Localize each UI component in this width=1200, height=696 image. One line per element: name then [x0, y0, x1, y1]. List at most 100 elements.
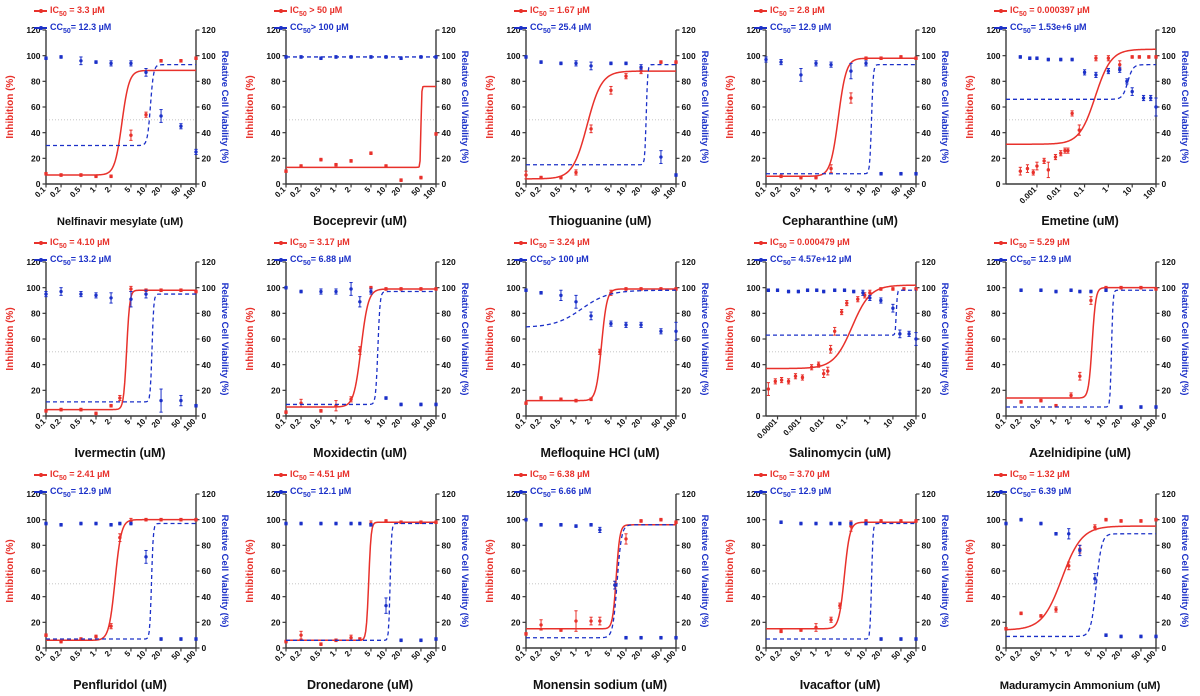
viability-data-point [144, 70, 148, 75]
y-tick-label-left: 0 [756, 179, 761, 189]
inhibition-data-point [384, 164, 388, 168]
y-tick-label-right: 120 [682, 489, 696, 499]
y-tick-label-left: 100 [746, 51, 760, 61]
viability-data-point [1035, 56, 1039, 60]
y-axis-title-left: Inhibition (%) [485, 539, 496, 602]
y-tick-label-left: 120 [986, 489, 1000, 499]
y-tick-label-right: 120 [442, 257, 456, 267]
y-tick-label-left: 80 [271, 541, 281, 551]
viability-data-point [399, 56, 403, 60]
viability-fit-curve [46, 64, 196, 147]
y-tick-label-left: 120 [746, 25, 760, 35]
inhibition-data-point [1139, 285, 1143, 290]
inhibition-data-point [539, 396, 543, 400]
y-tick-label-right: 40 [682, 360, 692, 370]
viability-fit-curve [525, 289, 676, 328]
inhibition-data-point [1042, 159, 1046, 163]
y-tick-label-left: 0 [36, 411, 41, 421]
y-tick-label-right: 120 [682, 25, 696, 35]
y-tick-label-right: 80 [1162, 541, 1172, 551]
y-tick-label-left: 120 [986, 25, 1000, 35]
inhibition-data-point [1070, 111, 1074, 116]
inhibition-data-point [799, 628, 803, 632]
y-tick-label-left: 20 [31, 386, 41, 396]
viability-data-point [1139, 405, 1143, 409]
y-axis-title-right: Relative Cell Viability (%) [219, 515, 230, 628]
inhibition-data-point [44, 172, 48, 176]
inhibition-data-point [1059, 151, 1063, 155]
x-axis-title: Dronedarone (uM) [306, 678, 414, 692]
viability-data-point [129, 61, 133, 66]
y-tick-label-left: 40 [511, 360, 521, 370]
inhibition-data-point [179, 59, 183, 63]
y-tick-label-left: 120 [26, 489, 40, 499]
x-tick-label: 100 [662, 649, 678, 665]
viability-data-point [59, 55, 63, 59]
y-tick-label-left: 120 [266, 25, 280, 35]
x-tick-label: 1 [568, 649, 578, 659]
dose-response-panel: 0 0 20 20 40 40 60 60 80 80 100 100 120 120 0.1 0.2 0.5 1… [240, 232, 480, 464]
inhibition-data-point [144, 517, 148, 522]
inhibition-data-point [94, 174, 98, 178]
y-tick-label-right: 60 [682, 334, 692, 344]
viability-data-point [1119, 405, 1123, 409]
y-tick-label-right: 80 [1162, 309, 1172, 319]
inhibition-data-point [574, 170, 578, 175]
y-tick-label-right: 80 [922, 77, 932, 87]
viability-data-point [1019, 517, 1023, 522]
y-axis-title-right: Relative Cell Viability (%) [1179, 51, 1190, 164]
inhibition-fit-curve [286, 521, 436, 642]
y-tick-label-right: 120 [1162, 257, 1176, 267]
dose-response-panel: 0 0 20 20 40 40 60 60 80 80 100 100 120 120 0.1 0.2 0.5 1… [0, 464, 240, 696]
inhibition-data-point [1035, 164, 1039, 168]
inhibition-data-point [598, 350, 602, 354]
y-tick-label-right: 60 [922, 334, 932, 344]
inhibition-data-point [1054, 607, 1058, 612]
inhibition-data-point [299, 164, 303, 168]
inhibition-data-point [419, 287, 423, 291]
viability-data-point [144, 292, 148, 296]
x-tick-label: 1 [1100, 185, 1110, 195]
inhibition-fit-curve [526, 70, 676, 180]
viability-data-point [624, 323, 628, 327]
y-tick-label-right: 20 [1162, 386, 1172, 396]
viability-data-point [613, 583, 617, 587]
y-tick-label-left: 0 [276, 643, 281, 653]
inhibition-data-point [814, 175, 818, 180]
x-tick-label: 100 [902, 417, 918, 433]
viability-data-point [864, 61, 868, 66]
y-tick-label-right: 120 [1162, 489, 1176, 499]
viability-data-point [1054, 532, 1058, 536]
viability-data-point [786, 289, 791, 294]
y-tick-label-left: 100 [26, 51, 40, 61]
y-tick-label-left: 0 [756, 643, 761, 653]
viability-data-point [659, 329, 663, 333]
y-tick-label-left: 40 [751, 592, 761, 602]
inhibition-data-point [559, 175, 563, 180]
y-axis-title-right: Relative Cell Viability (%) [699, 515, 710, 628]
viability-data-point [899, 172, 903, 176]
inhibition-data-point [624, 537, 628, 541]
inhibition-data-point [399, 287, 403, 291]
y-axis-title-left: Inhibition (%) [5, 539, 16, 602]
y-tick-label-right: 80 [442, 541, 452, 551]
viability-data-point [899, 637, 903, 641]
inhibition-data-point [773, 379, 778, 384]
x-tick-label: 1 [328, 185, 338, 195]
y-axis-title-right: Relative Cell Viability (%) [459, 283, 470, 396]
viability-data-point [779, 520, 783, 524]
inhibition-data-point [849, 96, 853, 100]
inhibition-fit-curve [46, 69, 196, 176]
viability-fit-curve [46, 522, 196, 640]
viability-data-point [1118, 68, 1122, 72]
x-axis-title: Ivermectin (uM) [74, 446, 166, 460]
inhibition-data-point [358, 348, 362, 353]
inhibition-data-point [159, 288, 163, 292]
viability-data-point [639, 65, 643, 69]
x-axis-title: Monensin sodium (uM) [532, 678, 668, 692]
viability-data-point [419, 55, 423, 59]
viability-data-point [399, 402, 403, 407]
y-tick-label-left: 20 [991, 618, 1001, 628]
viability-data-point [829, 62, 833, 67]
